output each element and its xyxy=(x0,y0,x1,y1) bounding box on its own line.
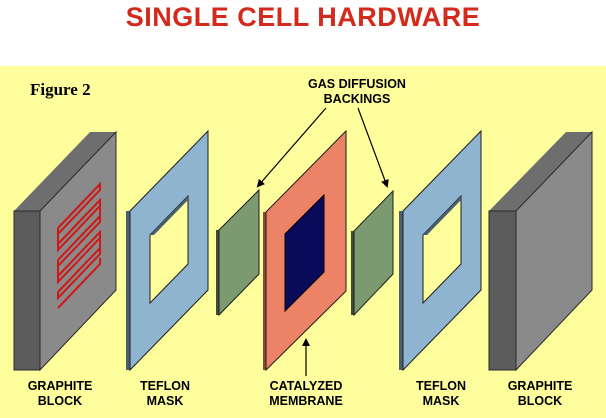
gas-diffusion-label-line2: BACKINGS xyxy=(323,92,391,106)
teflon-mask-right-window-edge xyxy=(423,196,461,235)
gas-diffusion-label-line1: GAS DIFFUSION xyxy=(308,77,406,91)
teflon-mask-right-edge xyxy=(399,211,403,370)
teflon-mask-left-edge xyxy=(126,211,130,370)
teflon-mask-right xyxy=(399,129,482,372)
arrow-gdl-right xyxy=(357,107,389,188)
gdl-right-face xyxy=(353,189,394,317)
graphite-block-right-top xyxy=(489,132,592,211)
label-teflon-mask-right: TEFLON MASK xyxy=(400,379,482,409)
gas-diffusion-backing-right xyxy=(351,189,394,317)
gdl-right-edge xyxy=(351,231,354,315)
label-line: BLOCK xyxy=(37,394,83,408)
teflon-mask-left xyxy=(126,129,209,372)
gdl-left-edge xyxy=(216,230,219,315)
page-title: SINGLE CELL HARDWARE xyxy=(125,2,481,32)
label-line: TEFLON xyxy=(416,379,466,393)
catalyzed-membrane xyxy=(263,129,347,372)
gas-diffusion-backing-left xyxy=(216,188,260,317)
teflon-mask-left-window-edge xyxy=(150,196,188,235)
label-line: GRAPHITE xyxy=(507,379,573,393)
graphite-block-right-face xyxy=(515,130,593,372)
label-line: CATALYZED xyxy=(269,379,343,393)
label-line: GRAPHITE xyxy=(27,379,93,393)
graphite-block-left-top xyxy=(14,132,116,211)
label-graphite-block-right: GRAPHITE BLOCK xyxy=(496,379,584,409)
label-line: TEFLON xyxy=(140,379,190,393)
gdl-left-face xyxy=(218,188,260,317)
label-line: BLOCK xyxy=(517,394,563,408)
catalyst-layer xyxy=(284,193,325,313)
membrane-edge xyxy=(263,212,266,370)
label-graphite-block-left: GRAPHITE BLOCK xyxy=(16,379,104,409)
flow-channel-serpentine xyxy=(57,181,101,309)
teflon-mask-right-frame xyxy=(402,129,482,372)
graphite-block-left-side xyxy=(13,210,41,371)
label-line: MEMBRANE xyxy=(269,394,343,408)
arrow-gdl-left xyxy=(256,107,327,188)
graphite-block-left-face xyxy=(39,130,117,372)
label-teflon-mask-left: TEFLON MASK xyxy=(124,379,206,409)
label-line: MASK xyxy=(422,394,460,408)
graphite-block-right-side xyxy=(488,210,517,371)
figure-label: Figure 2 xyxy=(30,80,91,99)
label-catalyzed-membrane: CATALYZED MEMBRANE xyxy=(254,379,358,409)
graphite-block-right xyxy=(488,130,593,372)
gas-diffusion-label: GAS DIFFUSION BACKINGS xyxy=(296,77,418,107)
teflon-mask-left-frame xyxy=(129,129,209,372)
graphite-block-left xyxy=(13,130,117,372)
label-line: MASK xyxy=(146,394,184,408)
